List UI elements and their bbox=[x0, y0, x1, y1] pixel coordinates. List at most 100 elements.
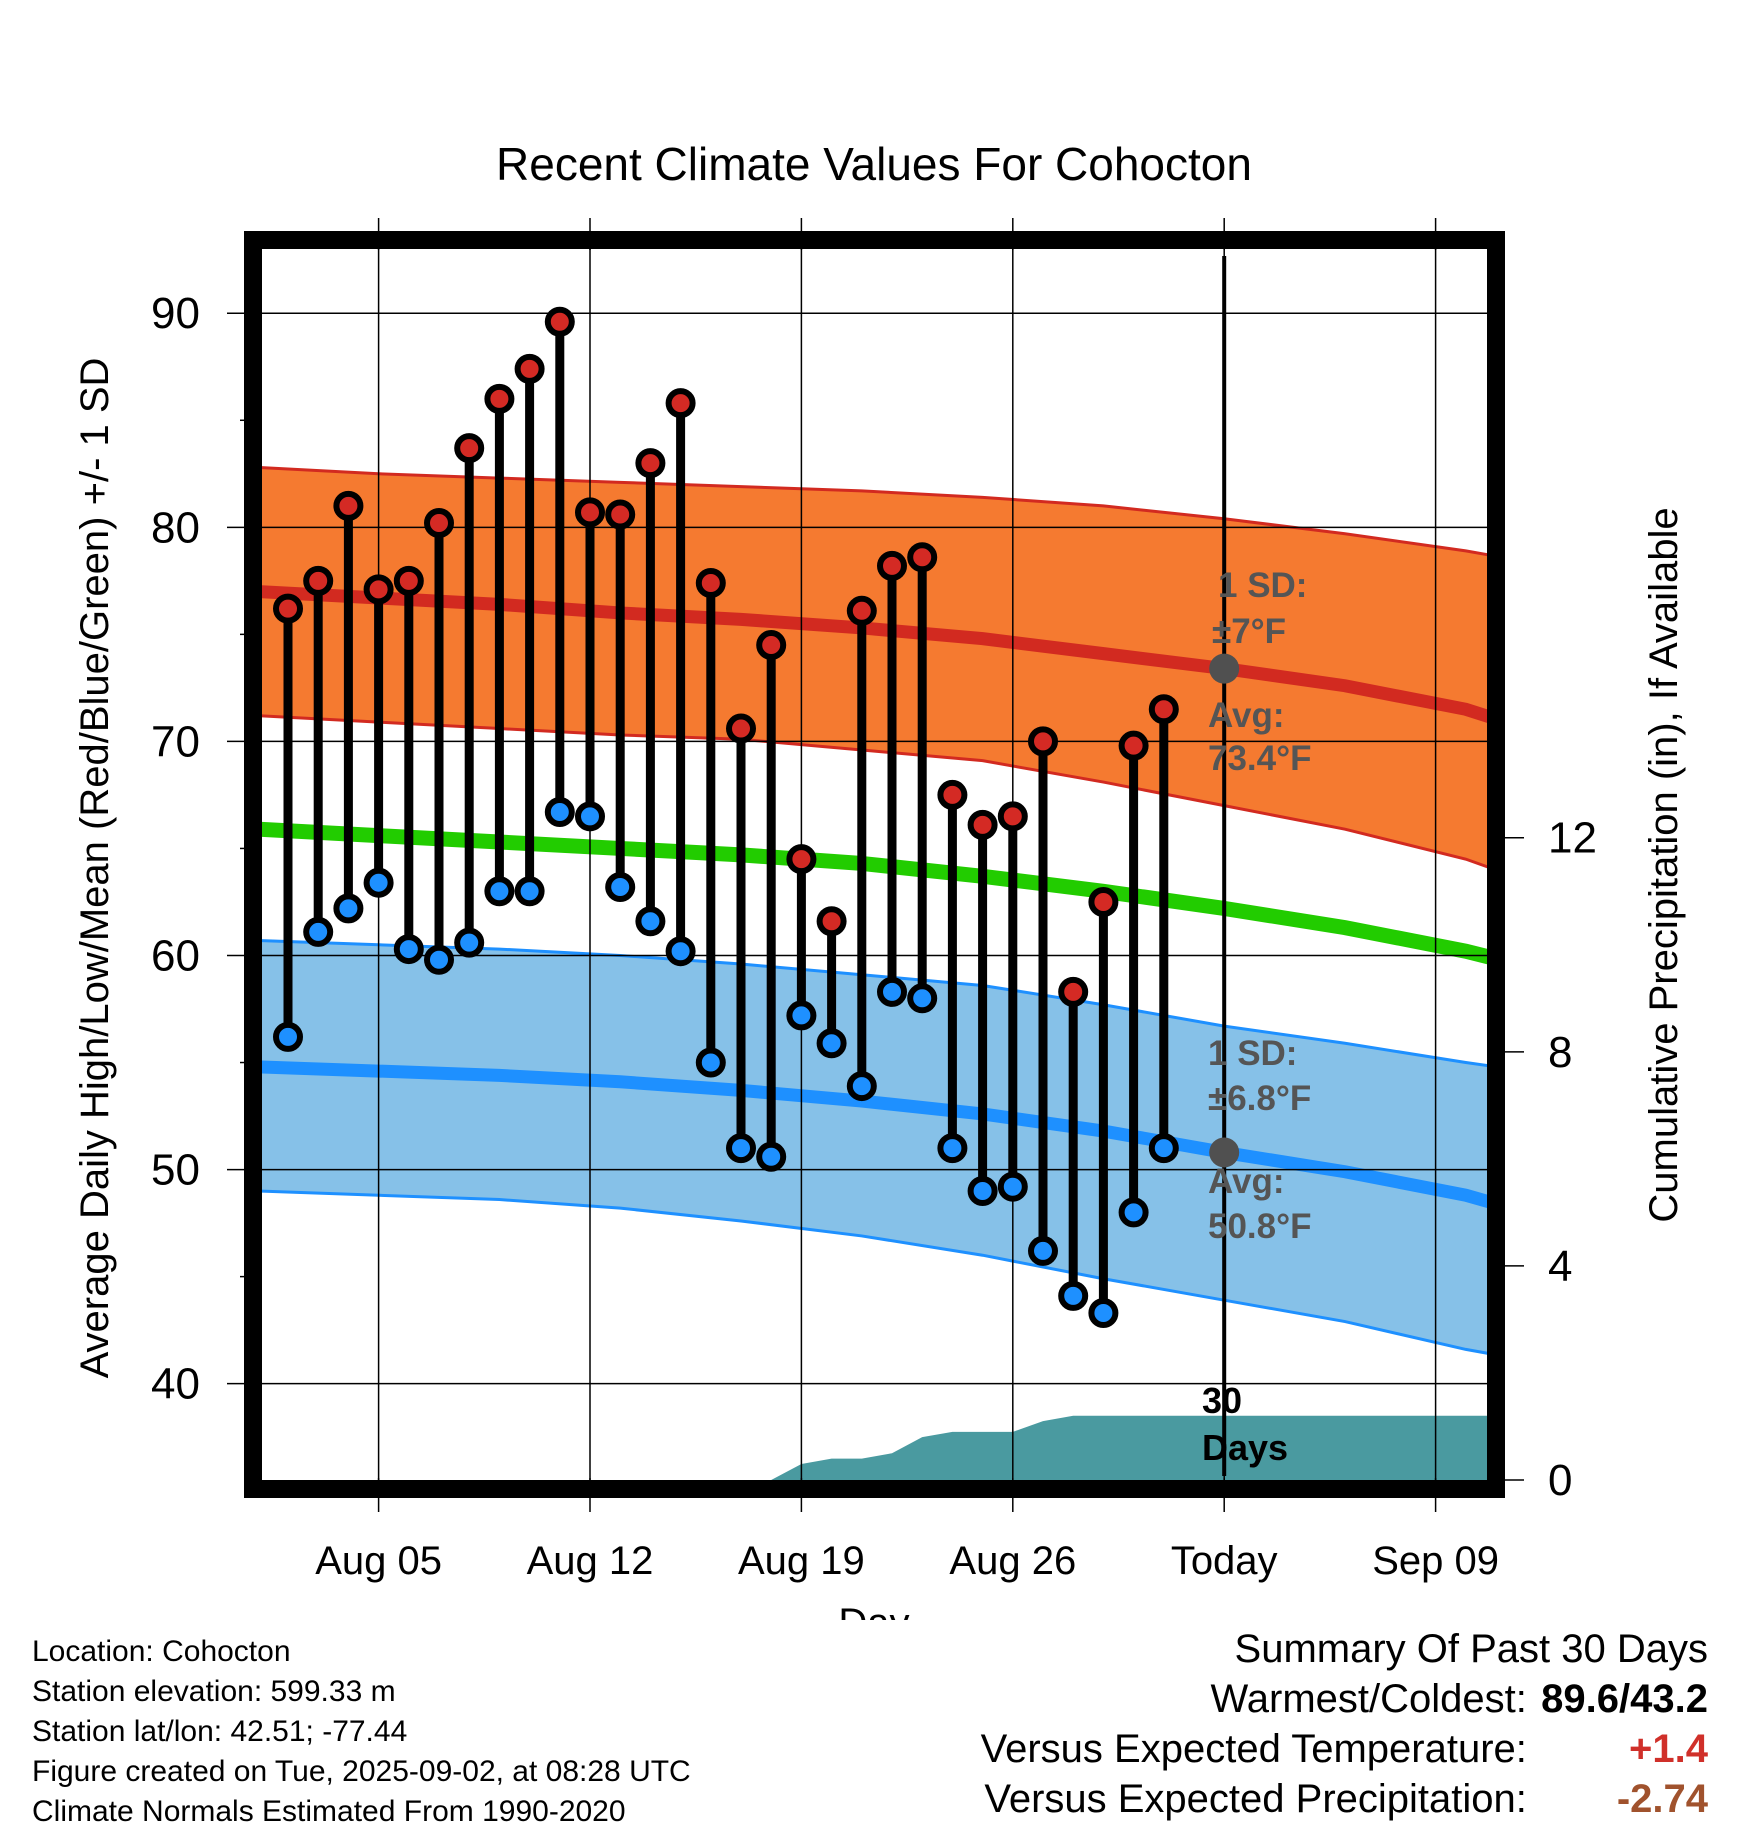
high-avg-value: 73.4°F bbox=[1208, 739, 1312, 778]
high-temp-point bbox=[333, 490, 364, 521]
elevation-text: Station elevation: 599.33 m bbox=[32, 1675, 396, 1708]
y-tick-label: 60 bbox=[151, 931, 200, 980]
low-sd-value: ±6.8°F bbox=[1208, 1079, 1311, 1118]
high-temp-point bbox=[635, 448, 666, 479]
x-axis-label: Day bbox=[838, 1601, 909, 1620]
high-temp-point bbox=[907, 542, 938, 573]
high-sd-band bbox=[262, 467, 1487, 867]
x-tick-label: Aug 12 bbox=[527, 1539, 654, 1583]
plot-area bbox=[262, 249, 1487, 1480]
low-temp-point bbox=[303, 916, 334, 947]
x-tick-label: Sep 09 bbox=[1372, 1539, 1499, 1583]
high-temp-point bbox=[1088, 886, 1119, 917]
high-temp-point bbox=[575, 497, 605, 528]
summary-precip: Versus Expected Precipitation: -2.74 bbox=[981, 1774, 1708, 1824]
y2-tick-label: 4 bbox=[1548, 1242, 1572, 1291]
high-sd-value: ±7°F bbox=[1212, 612, 1286, 651]
x-tick-label: Aug 26 bbox=[949, 1539, 1076, 1583]
low-temp-point bbox=[363, 867, 394, 898]
warm-cold-value: 89.6/43.2 bbox=[1541, 1677, 1708, 1721]
temp-label: Versus Expected Temperature: bbox=[980, 1727, 1527, 1771]
low-avg-line bbox=[262, 1060, 1487, 1209]
low-temp-point bbox=[1118, 1197, 1149, 1228]
high-temp-point bbox=[877, 550, 907, 581]
high-temp-point bbox=[967, 809, 998, 840]
low-temp-point bbox=[575, 801, 605, 832]
low-temp-point bbox=[273, 1021, 303, 1052]
high-temp-point bbox=[1148, 694, 1179, 725]
y2-axis-label: Cumulative Precipitation (in), If Availa… bbox=[1642, 507, 1686, 1222]
y2-tick-label: 0 bbox=[1548, 1456, 1572, 1505]
low-temp-point bbox=[544, 797, 575, 828]
warm-cold-label: Warmest/Coldest: bbox=[1210, 1677, 1527, 1721]
low-temp-point bbox=[454, 927, 485, 958]
x-tick-label: Aug 19 bbox=[738, 1539, 865, 1583]
high-sd-label: 1 SD: bbox=[1218, 566, 1307, 605]
latlon-text: Station lat/lon: 42.51; -77.44 bbox=[32, 1715, 408, 1748]
high-temp-point bbox=[393, 565, 424, 596]
high-temp-point bbox=[1118, 730, 1149, 761]
low-temp-point bbox=[424, 944, 454, 975]
high-temp-point bbox=[1058, 976, 1089, 1007]
low-temp-point bbox=[514, 876, 545, 907]
low-temp-point bbox=[635, 906, 666, 937]
precip-value: -2.74 bbox=[1616, 1777, 1708, 1821]
high-temp-point bbox=[303, 565, 334, 596]
y-axis-label: Average Daily High/Low/Mean (Red/Blue/Gr… bbox=[73, 358, 117, 1379]
high-temp-point bbox=[756, 630, 787, 661]
low-temp-point bbox=[937, 1133, 968, 1164]
station-info: Location: Cohocton Station elevation: 59… bbox=[32, 1632, 691, 1832]
low-temp-point bbox=[816, 1028, 847, 1059]
high-temp-point bbox=[1028, 726, 1058, 757]
low-temp-point bbox=[726, 1133, 756, 1164]
high-temp-point bbox=[544, 306, 575, 337]
x-tick-label: Aug 05 bbox=[315, 1539, 442, 1583]
y-tick-label: 90 bbox=[151, 289, 200, 338]
today-high-avg-dot bbox=[1209, 653, 1240, 684]
summary-warm-cold: Warmest/Coldest: 89.6/43.2 bbox=[981, 1674, 1709, 1724]
location-text: Location: Cohocton bbox=[32, 1635, 291, 1668]
low-sd-band-lower-edge bbox=[262, 1189, 1487, 1355]
y2-tick-label: 8 bbox=[1548, 1028, 1572, 1077]
low-temp-point bbox=[484, 876, 515, 907]
high-temp-point bbox=[786, 844, 817, 875]
precip-label: Versus Expected Precipitation: bbox=[984, 1777, 1527, 1821]
today-days-number: 30 bbox=[1202, 1380, 1242, 1421]
high-temp-point bbox=[695, 567, 726, 598]
normals-text: Climate Normals Estimated From 1990-2020 bbox=[32, 1795, 626, 1828]
high-temp-point bbox=[937, 779, 968, 810]
low-temp-point bbox=[997, 1171, 1028, 1202]
y-tick-label: 40 bbox=[151, 1360, 200, 1409]
y2-tick-label: 12 bbox=[1548, 814, 1597, 863]
low-sd-label: 1 SD: bbox=[1208, 1034, 1297, 1073]
low-temp-point bbox=[665, 936, 696, 967]
low-temp-point bbox=[1058, 1280, 1089, 1311]
today-days-label: Days bbox=[1202, 1427, 1288, 1468]
high-temp-point bbox=[514, 353, 545, 384]
low-temp-point bbox=[786, 1000, 817, 1031]
low-temp-point bbox=[695, 1047, 726, 1078]
temp-value: +1.4 bbox=[1629, 1727, 1708, 1771]
high-sd-band-upper-edge bbox=[262, 466, 1487, 557]
x-tick-label: Today bbox=[1171, 1539, 1278, 1583]
high-temp-point bbox=[273, 593, 303, 624]
high-temp-point bbox=[605, 499, 636, 530]
low-temp-point bbox=[333, 893, 364, 924]
low-avg-label: Avg: bbox=[1208, 1162, 1284, 1201]
high-temp-point bbox=[424, 508, 454, 539]
high-temp-point bbox=[363, 574, 394, 605]
low-temp-point bbox=[1028, 1235, 1058, 1266]
low-temp-point bbox=[393, 934, 424, 965]
summary-temp: Versus Expected Temperature: +1.4 bbox=[981, 1724, 1708, 1774]
plot-frame bbox=[244, 231, 1505, 1498]
low-temp-point bbox=[1148, 1133, 1179, 1164]
low-sd-band bbox=[262, 940, 1487, 1354]
low-temp-point bbox=[1088, 1298, 1119, 1329]
high-temp-point bbox=[726, 713, 756, 744]
y-tick-label: 50 bbox=[151, 1146, 200, 1195]
high-temp-point bbox=[997, 801, 1028, 832]
low-temp-point bbox=[967, 1175, 998, 1206]
low-temp-point bbox=[846, 1071, 877, 1102]
low-avg-value: 50.8°F bbox=[1208, 1207, 1312, 1246]
summary-title: Summary Of Past 30 Days bbox=[1234, 1627, 1708, 1671]
